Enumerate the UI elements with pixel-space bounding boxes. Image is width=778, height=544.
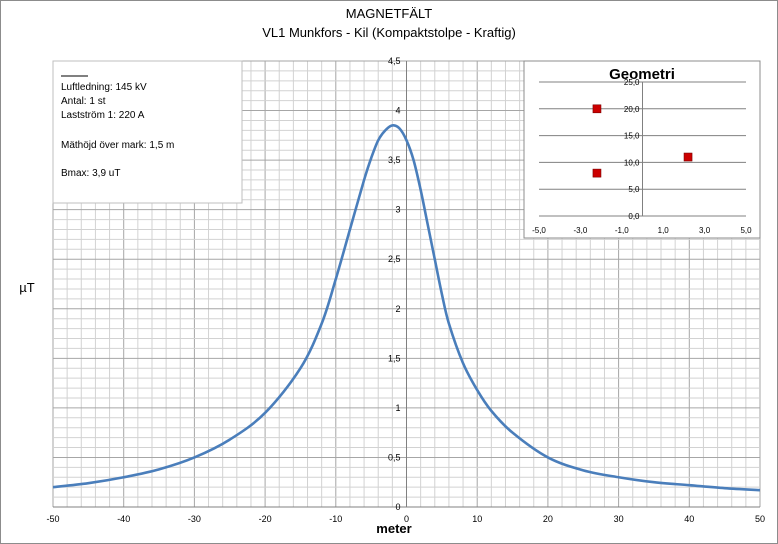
axis-lines xyxy=(53,61,760,508)
x-tick-label: -40 xyxy=(117,514,130,524)
x-tick-label: 30 xyxy=(614,514,624,524)
y-tick-label: 2 xyxy=(395,304,400,314)
x-tick-labels: -50 -40 -30 -20 -10 0 10 20 30 40 50 xyxy=(46,514,765,524)
inset-title: Geometri xyxy=(609,66,675,83)
y-tick-label: 2,5 xyxy=(388,254,401,264)
inset-x-tick-label: 1,0 xyxy=(658,226,670,235)
x-tick-label: -10 xyxy=(329,514,342,524)
y-tick-label: 3,5 xyxy=(388,155,401,165)
y-tick-label: 0,5 xyxy=(388,452,401,462)
inset-y-tick-label: 10,0 xyxy=(624,158,640,167)
info-line: Mäthöjd över mark: 1,5 m xyxy=(61,140,174,151)
x-axis-title: meter xyxy=(376,521,411,536)
y-tick-label: 0 xyxy=(395,502,400,512)
y-tick-label: 1 xyxy=(395,403,400,413)
inset-y-tick-label: 5,0 xyxy=(628,185,640,194)
x-tick-label: 20 xyxy=(543,514,553,524)
chart-title: MAGNETFÄLT xyxy=(346,6,432,21)
x-tick-label: 40 xyxy=(684,514,694,524)
inset-x-tick-label: -1,0 xyxy=(615,226,629,235)
inset-x-tick-label: -3,0 xyxy=(574,226,588,235)
chart-subtitle: VL1 Munkfors - Kil (Kompaktstolpe - Kraf… xyxy=(262,25,516,40)
info-line: Antal: 1 st xyxy=(61,96,106,107)
info-line: Lastström 1: 220 A xyxy=(61,110,145,121)
info-line: Bmax: 3,9 uT xyxy=(61,168,120,179)
y-axis-title: µT xyxy=(19,280,34,295)
field-curve xyxy=(52,124,761,492)
y-tick-label: 4,5 xyxy=(388,56,401,66)
conductor-point xyxy=(592,104,602,114)
y-tick-label: 4 xyxy=(395,106,400,116)
x-tick-label: 50 xyxy=(755,514,765,524)
x-tick-label: -50 xyxy=(46,514,59,524)
inset-y-tick-label: 20,0 xyxy=(624,105,640,114)
inset-x-tick-label: 3,0 xyxy=(699,226,711,235)
conductor-point xyxy=(592,168,602,178)
inset-x-tick-label: -5,0 xyxy=(532,226,546,235)
inset-y-tick-label: 15,0 xyxy=(624,132,640,141)
x-tick-label: -20 xyxy=(259,514,272,524)
geometry-inset: 0,0 5,0 10,0 15,0 20,0 25,0 -5,0 -3,0 -1,0 1,0 3,0… xyxy=(523,60,761,239)
x-tick-label: -30 xyxy=(188,514,201,524)
inset-y-tick-label: 25,0 xyxy=(624,78,640,87)
inset-x-tick-label: 5,0 xyxy=(740,226,752,235)
y-tick-labels: 0 0,5 1 1,5 2 2,5 3 3,5 4 4,5 xyxy=(388,56,401,512)
info-box: Luftledning: 145 kV Antal: 1 st Lastström … xyxy=(52,60,243,204)
y-tick-label: 3 xyxy=(395,205,400,215)
x-tick-label: 0 xyxy=(404,514,409,524)
y-tick-label: 1,5 xyxy=(388,353,401,363)
info-line: Luftledning: 145 kV xyxy=(61,82,147,93)
inset-y-tick-label: 0,0 xyxy=(628,212,640,221)
conductor-point xyxy=(683,152,693,162)
x-tick-label: 10 xyxy=(472,514,482,524)
